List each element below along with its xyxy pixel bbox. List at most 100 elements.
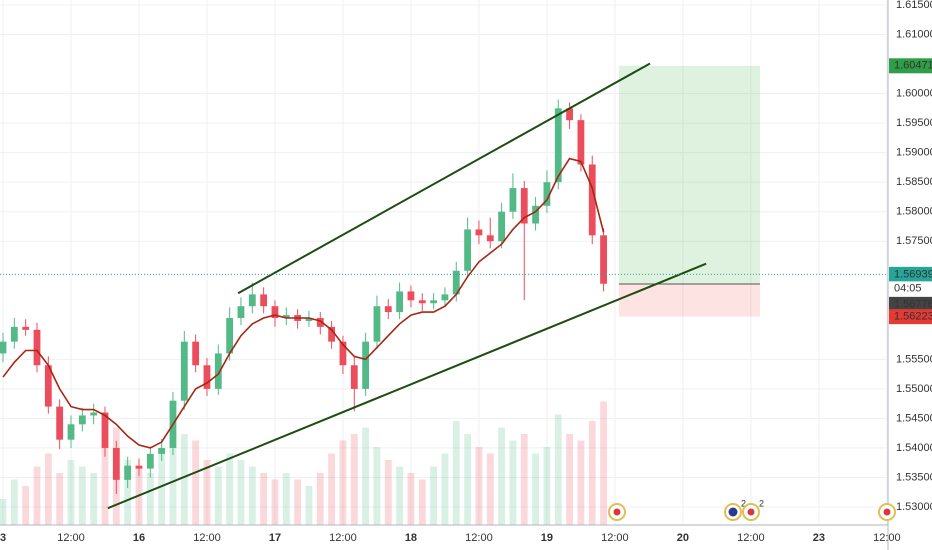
candle-body [430, 300, 438, 304]
volume-bar [294, 479, 302, 525]
profit-zone [618, 65, 760, 284]
volume-bar [56, 473, 64, 525]
candle-body [260, 294, 268, 307]
candle-body [373, 306, 381, 342]
x-tick-label: 17 [269, 532, 281, 544]
candle-body [577, 120, 585, 165]
x-tick-label: 16 [133, 532, 145, 544]
volume-bar [214, 466, 222, 525]
x-tick-label: 12:00 [737, 532, 765, 544]
y-tick-label: 1.53000 [896, 501, 932, 513]
volume-bar [430, 466, 438, 525]
event-icons[interactable]: 2 2 [608, 498, 896, 521]
volume-bar [90, 473, 98, 525]
trendline [107, 262, 707, 510]
volume-bar [486, 453, 494, 525]
candle-body [0, 341, 7, 354]
x-tick-label: 12:00 [873, 532, 901, 544]
candle-body [271, 306, 279, 319]
entry-label-bg [889, 296, 932, 312]
candle-body [509, 188, 517, 212]
volume-bar [452, 421, 460, 525]
event-flag [747, 508, 755, 516]
candle-body [316, 318, 324, 327]
volume-bar [101, 447, 109, 525]
volume-bar [10, 479, 18, 525]
volume-bar [520, 434, 528, 525]
candle-body [520, 188, 528, 224]
candle-body [532, 205, 539, 224]
x-tick-label: 12:00 [465, 532, 493, 544]
candle-body [362, 341, 370, 389]
y-tick-label: 1.61500 [896, 0, 932, 11]
candle-body [158, 447, 166, 454]
event-count: 2 [741, 498, 746, 508]
volume-bar [475, 447, 483, 525]
candle-body [192, 341, 200, 366]
candle-body [486, 235, 494, 242]
volume-bar [237, 460, 245, 525]
volume-bar [316, 473, 324, 525]
y-tick-label: 1.59500 [896, 117, 932, 129]
y-tick-label: 1.54000 [896, 442, 932, 454]
event-flag [883, 508, 891, 516]
x-tick-label: 23 [813, 532, 825, 544]
x-tick-label: 19 [541, 532, 553, 544]
candle-body [418, 300, 426, 304]
volume-bar [532, 453, 539, 525]
volume-bar [588, 421, 596, 525]
candle-body [22, 326, 30, 330]
volume-bar [226, 453, 234, 525]
volume-bar [328, 453, 336, 525]
candle-body [588, 164, 596, 236]
candle-body [90, 412, 98, 416]
candle-body [56, 406, 64, 440]
y-tick-label: 1.53500 [896, 471, 932, 483]
candle-body [135, 465, 143, 469]
event-count: 2 [759, 498, 764, 508]
candle-body [475, 229, 483, 236]
volume-bar [350, 434, 358, 525]
volume-bar [441, 453, 449, 525]
candle-body [464, 229, 471, 271]
candle-body [146, 453, 154, 469]
y-tick-label: 1.59000 [896, 147, 932, 159]
candle-body [10, 326, 18, 342]
volume-bar [384, 460, 392, 525]
candle-body [282, 315, 290, 319]
volume-bar [78, 466, 86, 525]
y-tick-label: 1.54500 [896, 412, 932, 424]
candle-body [112, 447, 120, 480]
candle-body [339, 341, 347, 366]
y-tick-label: 1.58500 [896, 176, 932, 188]
candle-body [237, 306, 245, 319]
y-tick-label: 1.57500 [896, 235, 932, 247]
countdown-bg [889, 281, 932, 296]
plot-area [0, 0, 888, 525]
volume-bar [498, 427, 505, 525]
last-price-label: 1.56939 [894, 268, 932, 280]
entry-label: 1.56776 [894, 298, 932, 310]
candle-body [78, 415, 86, 425]
y-tick-label: 1.60000 [896, 88, 932, 100]
volume-bar [158, 453, 166, 525]
candle-body [396, 291, 404, 313]
volume-bar [0, 499, 7, 525]
candle-body [384, 306, 392, 313]
x-tick-label: 3 [0, 532, 6, 544]
y-tick-label: 1.61000 [896, 28, 932, 40]
volume-bar [577, 440, 585, 525]
volume-bar [271, 479, 279, 525]
volume-bar [44, 453, 52, 525]
candle-body [248, 294, 256, 307]
volume-bar [396, 466, 404, 525]
candle-body [124, 465, 132, 480]
event-flag [613, 508, 621, 516]
candle-body [180, 341, 188, 401]
trendline [237, 62, 651, 295]
x-tick-label: 12:00 [57, 532, 85, 544]
candle-body [44, 365, 52, 407]
last-price-label-bg [889, 266, 932, 282]
volume-bar [600, 401, 607, 525]
